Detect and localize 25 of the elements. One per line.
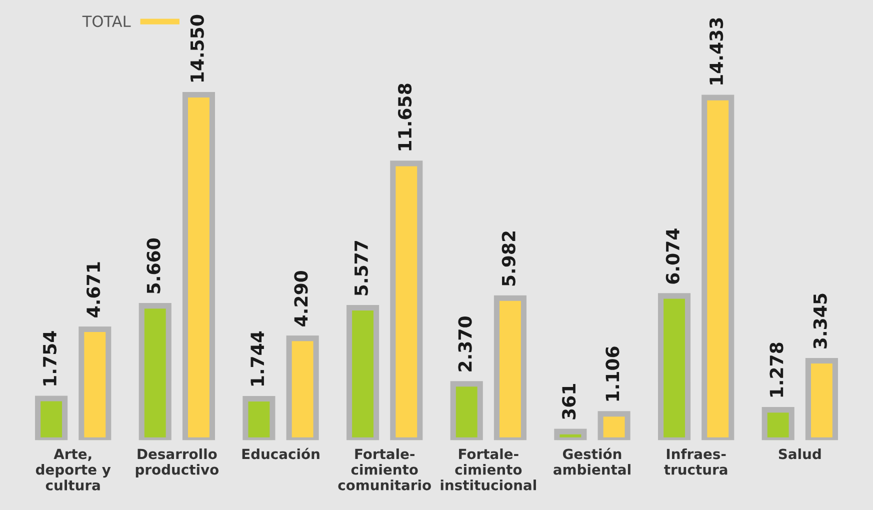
x-tick-label: Educación [242, 448, 320, 460]
x-tick-label: Arte, deporte y cultura [36, 448, 111, 490]
data-label: 4.290 [294, 270, 308, 326]
legend-label: TOTAL [82, 16, 131, 28]
data-label: 5.577 [354, 240, 368, 296]
x-tick-label: Desarrollo productivo [136, 448, 219, 478]
x-tick-label: Gestión ambiental [554, 448, 630, 475]
data-label: 361 [562, 384, 576, 420]
data-label: 1.106 [606, 346, 620, 401]
data-label: 11.658 [398, 84, 412, 150]
data-label: 5.660 [146, 238, 160, 294]
x-tick-label: Salud [778, 448, 821, 460]
data-label: 5.982 [502, 231, 516, 286]
data-label: 14.433 [709, 18, 724, 84]
x-tick-label: Fortale- cimiento comunitario [338, 448, 431, 490]
data-label: 4.671 [86, 262, 100, 318]
x-tick-label: Infraes- tructura [664, 448, 728, 475]
data-label: 1.278 [770, 342, 784, 397]
data-label: 6.074 [666, 228, 680, 284]
data-label: 3.345 [813, 294, 827, 348]
data-label: 1.754 [43, 331, 57, 386]
x-tick-label: Fortale- cimiento institucional [440, 448, 536, 490]
data-label: 14.550 [190, 14, 204, 82]
data-label: 2.370 [458, 316, 472, 372]
data-label: 1.744 [250, 331, 264, 386]
